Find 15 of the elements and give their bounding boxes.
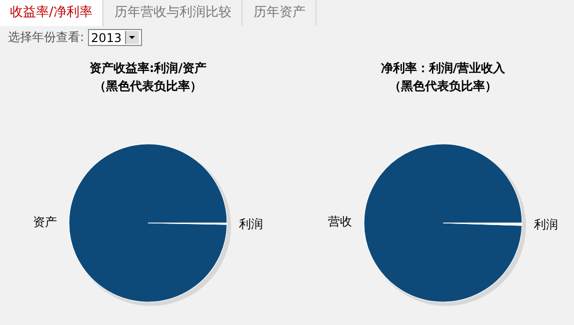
text: 历年营收与利润比较 — [104, 0, 244, 26]
chart-title: 资产收益率:利润/资产 — [89, 61, 207, 75]
chart-title: 净利率：利润/营业收入 — [380, 61, 506, 75]
year-select: 2013 — [88, 29, 142, 46]
slice-label: 利润 — [534, 217, 558, 232]
slice-label: 营收 — [328, 214, 352, 229]
slice-label: 利润 — [238, 216, 263, 231]
pie-slice — [68, 144, 228, 302]
text: 收益率/净利率 — [0, 0, 104, 26]
chart-subtitle: （黑色代表负比率） — [389, 79, 497, 93]
text: 历年资产 — [243, 0, 318, 26]
text: 选择年份查看: — [8, 29, 84, 46]
slice-label: 资产 — [33, 215, 58, 230]
pie-slice — [364, 144, 522, 302]
chart-subtitle: （黑色代表负比率） — [94, 79, 202, 93]
